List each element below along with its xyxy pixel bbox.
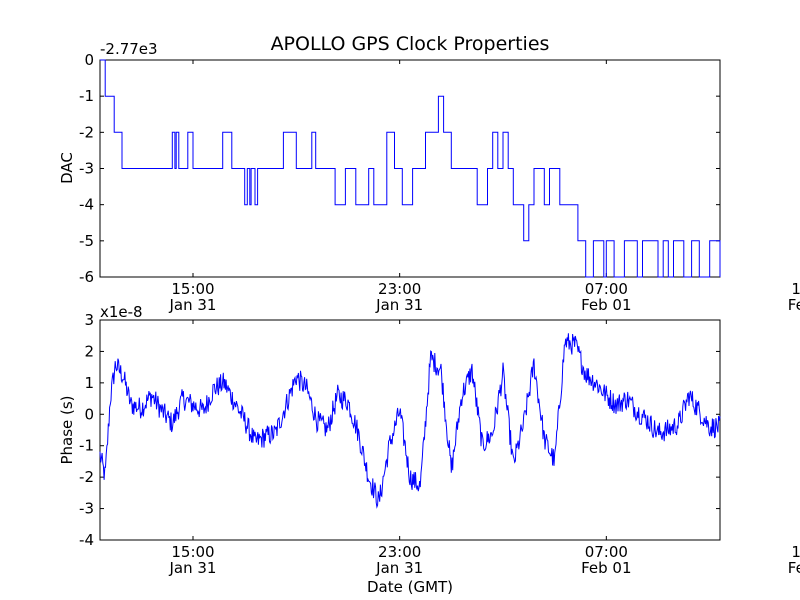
- dac-offset-label: -2.77e3: [100, 40, 158, 58]
- dac-xtick-label-time: 15:00: [791, 280, 800, 298]
- phase-xtick-label-time: 15:00: [791, 543, 800, 561]
- phase-xtick-label-date: Jan 31: [169, 559, 217, 577]
- dac-y-axis-label: DAC: [58, 152, 76, 184]
- dac-xtick-label-date: Jan 31: [375, 296, 423, 314]
- dac-ytick-label: -5: [79, 232, 94, 250]
- phase-xtick-label-time: 23:00: [378, 543, 421, 561]
- phase-xtick-label-time: 15:00: [171, 543, 214, 561]
- phase-xtick-label-date: Feb 01: [581, 559, 631, 577]
- dac-xtick-label-date: Jan 31: [169, 296, 217, 314]
- phase-axes-frame: [99, 319, 721, 541]
- dac-ytick-label: -4: [79, 196, 94, 214]
- dac-xtick-label-date: Feb 01: [788, 296, 800, 314]
- dac-ytick-label: 0: [84, 51, 94, 69]
- phase-series-line: [99, 333, 721, 509]
- phase-xtick-label-time: 07:00: [585, 543, 628, 561]
- dac-ytick-label: -3: [79, 160, 94, 178]
- dac-xtick-label-time: 07:00: [585, 280, 628, 298]
- figure-title: APOLLO GPS Clock Properties: [271, 33, 550, 55]
- phase-ytick-label: -2: [79, 468, 94, 486]
- phase-offset-label: x1e-8: [100, 303, 143, 321]
- dac-ytick-label: -6: [79, 268, 94, 286]
- dac-y-ticks: 0 -1 -2 -3 -4 -5 -6: [79, 51, 720, 286]
- phase-y-ticks: 3 2 1 0 -1 -2 -3 -4: [79, 311, 720, 549]
- dac-ytick-label: -1: [79, 87, 94, 105]
- phase-xtick-label-date: Feb 01: [788, 559, 800, 577]
- dac-xtick-label-date: Feb 01: [581, 296, 631, 314]
- phase-ytick-label: 2: [84, 342, 94, 360]
- dac-xtick-label-time: 23:00: [378, 280, 421, 298]
- phase-ytick-label: 0: [84, 405, 94, 423]
- phase-y-axis-label: Phase (s): [58, 395, 76, 464]
- phase-ytick-label: -4: [79, 531, 94, 549]
- dac-xtick-label-time: 15:00: [171, 280, 214, 298]
- dac-ytick-label: -2: [79, 123, 94, 141]
- dac-series-line: [100, 59, 721, 278]
- phase-ytick-label: -3: [79, 500, 94, 518]
- phase-xtick-label-date: Jan 31: [375, 559, 423, 577]
- phase-ytick-label: 1: [84, 374, 94, 392]
- phase-ytick-label: -1: [79, 437, 94, 455]
- phase-ytick-label: 3: [84, 311, 94, 329]
- phase-x-axis-label: Date (GMT): [367, 578, 453, 596]
